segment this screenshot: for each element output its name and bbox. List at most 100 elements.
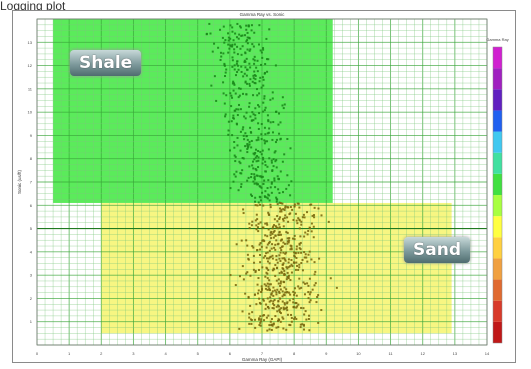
data-point — [229, 187, 232, 190]
data-point — [295, 256, 298, 259]
data-point — [253, 59, 256, 62]
data-point — [277, 188, 280, 191]
data-point — [244, 292, 247, 295]
data-point — [254, 107, 257, 110]
data-point — [279, 285, 282, 288]
data-point — [263, 139, 266, 142]
data-point — [219, 58, 222, 61]
data-point — [308, 277, 311, 280]
data-point — [284, 291, 287, 294]
data-point — [265, 37, 268, 40]
data-point — [272, 231, 275, 234]
data-point — [234, 109, 237, 112]
data-point — [278, 112, 281, 115]
data-point — [229, 37, 232, 40]
data-point — [279, 137, 282, 140]
data-point — [238, 327, 241, 330]
data-point — [286, 231, 289, 234]
data-point — [247, 25, 250, 28]
data-point — [231, 56, 234, 59]
data-point — [295, 294, 298, 297]
data-point — [222, 25, 225, 28]
colorbar-segment — [493, 279, 502, 301]
data-point — [267, 257, 270, 260]
data-point — [232, 114, 235, 117]
data-point — [312, 236, 315, 239]
data-point — [232, 116, 235, 119]
data-point — [249, 66, 252, 69]
data-point — [317, 294, 320, 297]
data-point — [302, 281, 305, 284]
data-point — [279, 246, 282, 249]
data-point — [317, 207, 320, 210]
data-point — [284, 206, 287, 209]
data-point — [260, 318, 263, 321]
data-point — [250, 119, 253, 122]
data-point — [256, 283, 259, 286]
data-point — [221, 36, 224, 39]
data-point — [267, 285, 270, 288]
data-point — [288, 237, 291, 240]
data-point — [241, 34, 244, 37]
data-point — [279, 121, 282, 124]
data-point — [233, 68, 236, 71]
data-point — [259, 203, 262, 206]
y-tick-label: 9 — [30, 133, 33, 138]
data-point — [274, 274, 277, 277]
data-point — [248, 105, 251, 108]
data-point — [313, 284, 316, 287]
data-point — [279, 239, 282, 242]
data-point — [255, 66, 258, 69]
data-point — [240, 239, 243, 242]
data-point — [262, 47, 265, 50]
data-point — [276, 215, 279, 218]
data-point — [271, 324, 274, 327]
data-point — [261, 175, 264, 178]
data-point — [282, 317, 285, 320]
data-point — [269, 186, 272, 189]
data-point — [252, 254, 255, 257]
data-point — [257, 138, 260, 141]
data-point — [274, 243, 277, 246]
data-point — [233, 154, 236, 157]
data-point — [273, 268, 276, 271]
data-point — [255, 182, 258, 185]
data-point — [287, 266, 290, 269]
data-point — [272, 121, 275, 124]
data-point — [246, 179, 249, 182]
data-point — [219, 28, 222, 31]
data-point — [247, 145, 250, 148]
data-point — [229, 149, 232, 152]
x-tick-label: 6 — [229, 351, 232, 356]
data-point — [285, 278, 288, 281]
data-point — [306, 282, 309, 285]
data-point — [263, 97, 266, 100]
data-point — [309, 203, 312, 206]
data-point — [236, 45, 239, 48]
data-point — [246, 82, 249, 85]
data-point — [261, 191, 264, 194]
data-point — [276, 198, 279, 201]
data-point — [282, 293, 285, 296]
data-point — [278, 308, 281, 311]
data-point — [263, 240, 266, 243]
data-point — [286, 275, 289, 278]
data-point — [272, 294, 275, 297]
data-point — [261, 56, 264, 59]
data-point — [280, 307, 283, 310]
data-point — [225, 68, 228, 71]
data-point — [246, 271, 249, 274]
data-point — [286, 206, 289, 209]
data-point — [250, 224, 253, 227]
data-point — [260, 133, 263, 136]
data-point — [273, 246, 276, 249]
data-point — [229, 274, 232, 277]
data-point — [302, 307, 305, 310]
data-point — [268, 262, 271, 265]
data-point — [275, 258, 278, 261]
data-point — [275, 158, 278, 161]
data-point — [254, 156, 257, 159]
data-point — [222, 92, 225, 95]
data-point — [295, 317, 298, 320]
data-point — [248, 84, 251, 87]
